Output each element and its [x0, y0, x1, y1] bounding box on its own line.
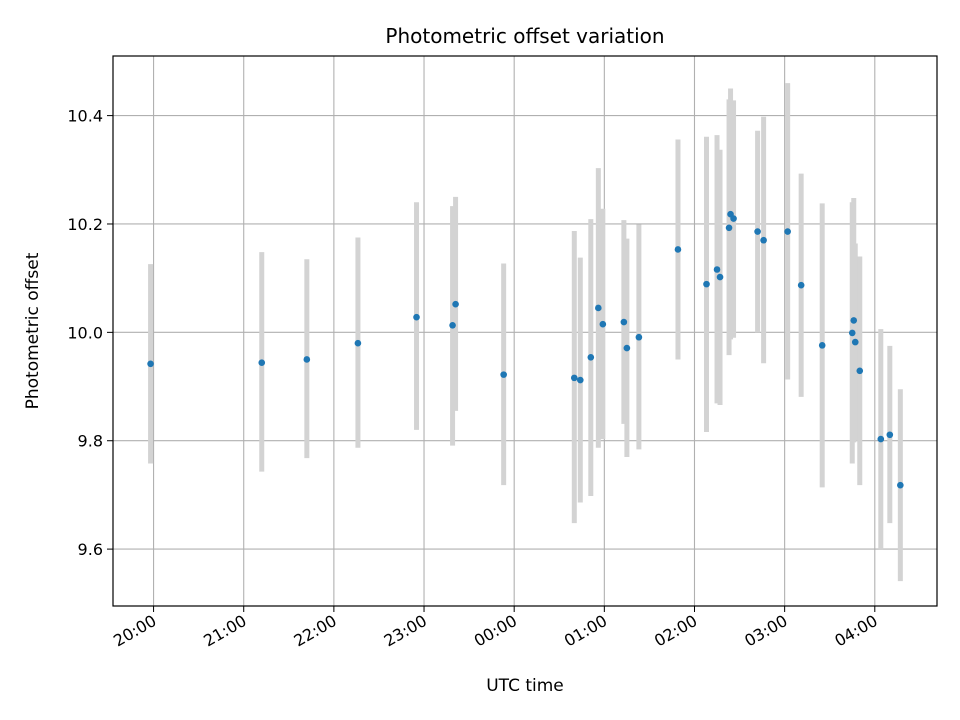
data-point	[848, 329, 856, 337]
data-point	[725, 224, 733, 232]
data-point	[354, 339, 362, 347]
y-axis-ticks: 9.6 9.8 10.0 10.2 10.4	[67, 107, 113, 559]
data-point	[897, 481, 904, 489]
data-point	[877, 435, 885, 443]
y-tick-label: 10.0	[67, 323, 103, 342]
data-point	[797, 281, 805, 289]
data-point	[818, 342, 826, 349]
grid-lines	[113, 56, 937, 606]
x-tick-label: 02:00	[651, 611, 700, 651]
x-tick-label: 01:00	[561, 611, 610, 651]
data-point	[258, 359, 266, 366]
plot-frame	[112, 55, 938, 607]
y-tick-label: 10.2	[67, 215, 103, 234]
data-point	[703, 280, 710, 288]
data-point	[452, 300, 459, 308]
x-axis-ticks: 20:00 21:00 22:00 23:00 00:00 01:00 02:00 03:00…	[110, 606, 881, 651]
data-point	[449, 322, 456, 329]
y-tick-label: 10.4	[67, 107, 103, 126]
x-tick-label: 00:00	[471, 611, 520, 651]
data-points	[147, 210, 904, 489]
data-point	[595, 304, 602, 312]
data-point	[576, 376, 584, 384]
data-point	[587, 353, 595, 361]
data-point	[760, 236, 767, 244]
data-point	[850, 317, 858, 324]
data-point	[303, 356, 311, 363]
data-point	[623, 344, 631, 352]
x-axis-label: UTC time	[486, 676, 564, 696]
data-point	[413, 313, 420, 321]
data-point	[500, 371, 507, 378]
x-tick-label: 21:00	[200, 611, 249, 651]
data-point	[570, 374, 578, 382]
data-point	[886, 431, 894, 439]
data-point	[856, 367, 864, 375]
x-tick-label: 03:00	[741, 611, 790, 651]
data-point	[713, 266, 721, 273]
data-point	[784, 228, 791, 235]
data-point	[147, 360, 154, 368]
x-tick-label: 04:00	[831, 611, 880, 651]
x-tick-label: 23:00	[381, 611, 430, 651]
data-point	[851, 338, 859, 346]
y-tick-label: 9.8	[78, 432, 103, 451]
x-tick-label: 22:00	[290, 611, 339, 651]
data-point	[716, 273, 724, 281]
data-point	[599, 320, 607, 328]
data-point	[674, 246, 682, 253]
data-point	[620, 318, 628, 326]
data-point	[754, 228, 761, 235]
chart-title: Photometric offset variation	[385, 24, 664, 48]
y-axis-label: Photometric offset	[23, 252, 43, 409]
y-tick-label: 9.6	[78, 540, 103, 559]
x-tick-label: 20:00	[110, 611, 159, 651]
data-point	[635, 333, 643, 341]
data-point	[730, 215, 737, 222]
